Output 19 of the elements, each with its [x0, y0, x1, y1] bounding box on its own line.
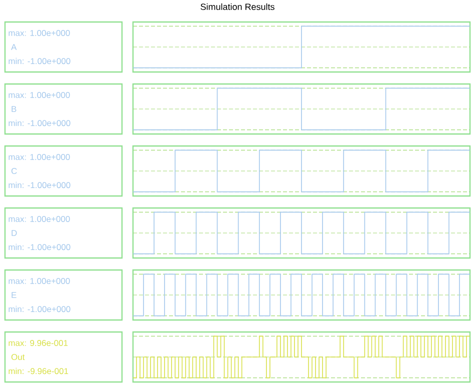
- y-axis-title: Out: [11, 354, 25, 360]
- text: min: -1.00e+000: [8, 120, 70, 126]
- y-axis-title: D: [12, 230, 17, 236]
- y-axis-title: B: [12, 106, 16, 112]
- text: min: -1.00e+000: [8, 58, 70, 64]
- y-axis-title: C: [11, 168, 17, 174]
- text: min: -1.00e+000: [8, 182, 70, 188]
- text: min: -1.00e+000: [8, 244, 70, 250]
- text: max: 1.00e+000: [8, 92, 70, 98]
- text: min: -1.00e+000: [8, 306, 70, 312]
- y-axis-title: E: [12, 292, 16, 298]
- text: max: 9.96e-001: [8, 340, 68, 346]
- text: max: 1.00e+000: [8, 154, 70, 160]
- text: max: 1.00e+000: [8, 216, 70, 222]
- text: min: -9.96e-001: [8, 368, 68, 374]
- text: max: 1.00e+000: [8, 30, 70, 36]
- chart-title: Simulation Results: [200, 3, 274, 10]
- y-axis-title: A: [11, 44, 17, 50]
- text: max: 1.00e+000: [8, 278, 70, 284]
